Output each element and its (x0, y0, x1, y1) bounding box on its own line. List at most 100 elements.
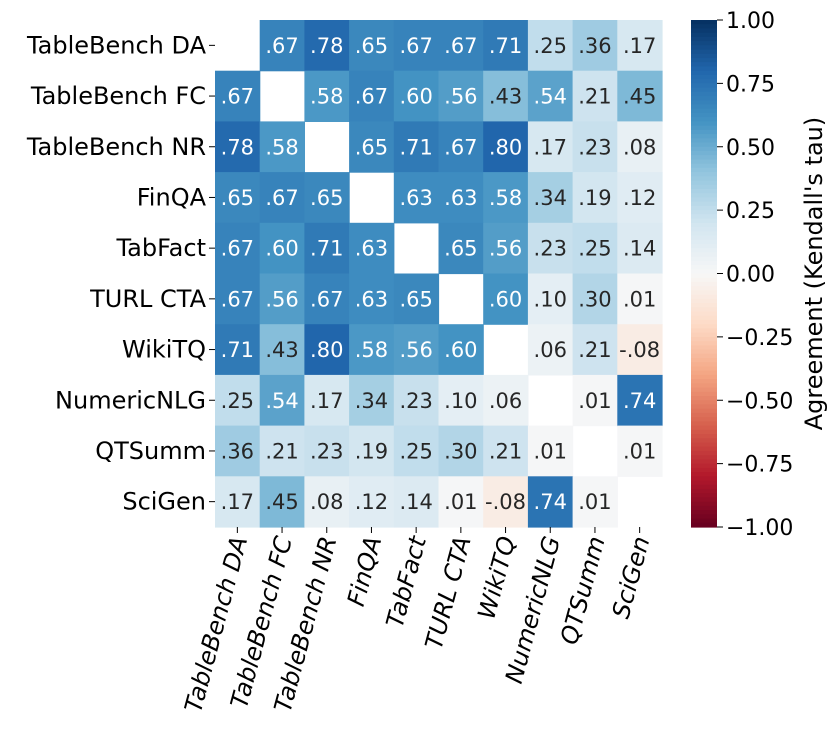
colorbar-segment (691, 83, 717, 89)
colorbar: 1.00 0.75 0.50 0.25 0.00 −0.25 −0.50 −0.75 −1.00 (691, 9, 793, 541)
heatmap-cell (215, 70, 261, 122)
colorbar-segment (691, 358, 717, 363)
heatmap-cell (527, 324, 574, 376)
cell-value-label: .12 (355, 490, 388, 514)
colorbar-segment (691, 290, 717, 296)
heatmap-cell (304, 476, 350, 528)
heatmap-cell (572, 70, 618, 122)
heatmap-cells (215, 20, 663, 528)
heatmap-cell (438, 324, 484, 376)
colorbar-segment (691, 134, 717, 139)
heatmap-cell (393, 172, 440, 224)
cell-value-label: .65 (310, 186, 343, 210)
colorbar-segment (691, 125, 717, 131)
colorbar-segment (691, 366, 717, 372)
colorbar-segment (691, 484, 717, 490)
heatmap-cell (527, 476, 574, 528)
heatmap-cell (259, 476, 305, 528)
colorbar-segment (691, 79, 717, 84)
heatmap-cell (527, 70, 574, 122)
cell-value-label: .23 (310, 439, 343, 463)
cell-value-label: .01 (623, 439, 656, 463)
heatmap-cell (438, 172, 484, 224)
row-label: TURL CTA (89, 285, 206, 313)
colorbar-segment (691, 505, 717, 511)
cell-value-label: .74 (623, 389, 656, 413)
colorbar-segment (691, 32, 717, 38)
colorbar-segment (691, 307, 717, 313)
colorbar-segment (691, 387, 717, 393)
cell-value-label: .67 (355, 85, 388, 109)
colorbar-segment (691, 227, 717, 232)
heatmap-cell (483, 425, 529, 477)
colorbar-segment (691, 163, 717, 169)
cell-value-label: .34 (534, 186, 567, 210)
cell-value-label: .63 (399, 186, 432, 210)
cell-value-label: .67 (265, 34, 298, 58)
heatmap-cell (483, 70, 529, 122)
cell-value-label: .80 (310, 338, 343, 362)
colorbar-segment (691, 379, 717, 384)
heatmap-cell (349, 324, 395, 376)
heatmap-cell (527, 425, 574, 477)
colorbar-segment (691, 45, 717, 51)
heatmap-cell (483, 374, 529, 427)
heatmap-cell (349, 70, 395, 122)
heatmap-cell (483, 222, 529, 275)
heatmap-cell (393, 476, 440, 528)
colorbar-segment (691, 142, 717, 148)
heatmap-cell (527, 273, 574, 325)
colorbar-segment (691, 273, 717, 279)
heatmap-cell (617, 121, 663, 173)
cell-value-label: .25 (578, 237, 611, 261)
heatmap-cell (215, 324, 261, 376)
heatmap-cell (215, 476, 261, 528)
heatmap-cell (259, 20, 305, 72)
colorbar-segment (691, 421, 717, 427)
cell-value-label: .78 (310, 34, 343, 58)
colorbar-segment (691, 58, 717, 63)
heatmap-cell (572, 273, 618, 325)
colorbar-segment (691, 260, 717, 266)
cell-value-label: .78 (221, 135, 254, 159)
heatmap-cell (438, 20, 484, 72)
row-label: SciGen (122, 488, 206, 516)
row-label: QTSumm (95, 437, 206, 465)
cell-value-label: .67 (310, 287, 343, 311)
cell-value-label: .67 (444, 34, 477, 58)
colorbar-segment (691, 235, 717, 241)
colorbar-segment (691, 243, 717, 249)
heatmap-cell (215, 121, 261, 173)
colorbar-segment (691, 311, 717, 317)
cell-value-label: .58 (355, 338, 388, 362)
cell-value-label: .65 (444, 237, 477, 261)
colorbar-segment (691, 362, 717, 368)
colorbar-segment (691, 341, 717, 346)
colorbar-segment (691, 41, 717, 46)
colorbar-segment (691, 20, 717, 25)
heatmap-cell (259, 172, 305, 224)
cell-value-label: -.08 (485, 490, 526, 514)
colorbar-segment (691, 408, 717, 414)
colorbar-segment (691, 463, 717, 469)
heatmap-cell (393, 20, 440, 72)
colorbar-tick-label: 0.25 (726, 199, 775, 224)
heatmap-cell (259, 273, 305, 325)
colorbar-segment (691, 374, 717, 380)
colorbar-segment (691, 108, 717, 114)
cell-value-label: .19 (355, 439, 388, 463)
cell-value-label: .67 (444, 135, 477, 159)
cell-value-label: .25 (534, 34, 567, 58)
column-label: TabFact (381, 532, 433, 631)
column-label: SciGen (607, 533, 656, 621)
colorbar-segment (691, 425, 717, 431)
heatmap-cell (617, 70, 663, 122)
cell-value-label: .23 (534, 237, 567, 261)
heatmap-cell (438, 121, 484, 173)
colorbar-segment (691, 184, 717, 190)
colorbar-segment (691, 74, 717, 80)
colorbar-segment (691, 49, 717, 55)
heatmap-cell (393, 425, 440, 477)
colorbar-tick-label: 0.50 (726, 136, 775, 161)
